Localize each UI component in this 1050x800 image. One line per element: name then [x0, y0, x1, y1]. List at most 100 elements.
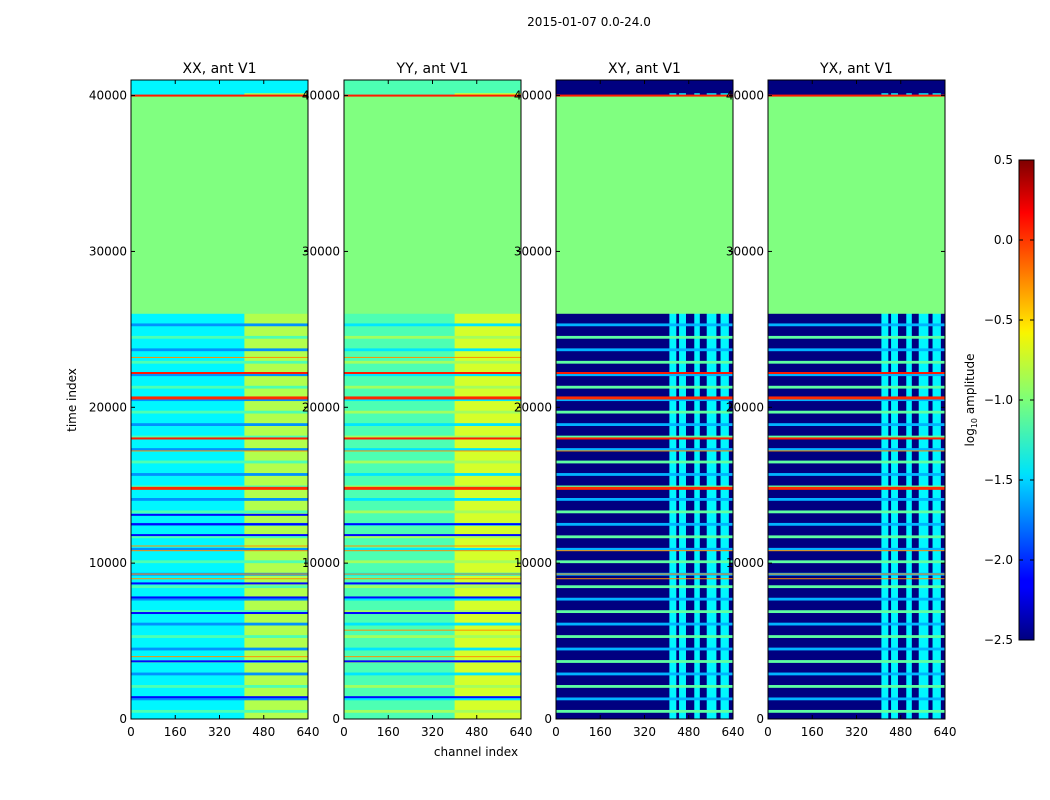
colorbar-label: log10 amplitude	[963, 354, 979, 447]
thin-row	[131, 356, 308, 358]
time-stripe	[344, 510, 521, 514]
time-stripe	[344, 622, 521, 626]
colorbar-tick-label: −0.5	[984, 313, 1013, 327]
time-stripe	[768, 685, 945, 688]
orange-row	[344, 94, 521, 97]
time-stripe	[344, 597, 521, 601]
time-stripe	[768, 423, 945, 426]
orange-row	[768, 372, 945, 375]
thin-row	[344, 573, 521, 575]
time-stripe	[768, 448, 945, 451]
dark-row	[131, 696, 308, 699]
time-stripe	[556, 560, 733, 564]
time-stripe	[131, 460, 308, 464]
time-stripe	[768, 535, 945, 539]
flagged-block	[131, 95, 308, 314]
panel-2: YY, ant V1 0 160 320 480 640 0 10000 20000 30000 4…	[302, 61, 533, 739]
strong-row	[131, 396, 308, 400]
time-stripe	[131, 385, 308, 389]
time-stripe	[556, 635, 733, 638]
time-stripe	[768, 547, 945, 551]
colorbar: 0.5 0.0 −0.5 −1.0 −1.5 −2.0 −2.5 log10 amplitu…	[963, 153, 1035, 647]
time-stripe	[131, 398, 308, 402]
orange-row	[556, 372, 733, 375]
time-stripe	[131, 423, 308, 426]
time-stripe	[344, 647, 521, 651]
time-stripe	[131, 510, 308, 514]
colorbar-tick-label: −2.5	[984, 633, 1013, 647]
time-stripe	[344, 398, 521, 402]
time-stripe	[131, 597, 308, 601]
time-stripe	[344, 373, 521, 377]
time-stripe	[768, 323, 945, 327]
dark-row	[131, 660, 308, 663]
time-stripe	[768, 622, 945, 626]
strong-row	[768, 396, 945, 400]
strong-row	[131, 486, 308, 490]
time-stripe	[768, 635, 945, 638]
time-stripe	[131, 323, 308, 327]
time-stripe	[768, 522, 945, 526]
x-tick-label: 480	[677, 725, 700, 739]
time-stripe	[131, 709, 308, 713]
time-stripe	[556, 622, 733, 626]
time-stripe	[344, 672, 521, 676]
time-stripe	[344, 385, 521, 389]
time-stripe	[768, 610, 945, 614]
time-stripe	[556, 323, 733, 327]
time-stripe	[344, 435, 521, 439]
y-tick-label: 40000	[302, 89, 340, 103]
colorbar-ticks: 0.5 0.0 −0.5 −1.0 −1.5 −2.0 −2.5	[984, 153, 1034, 647]
y-tick-label: 0	[544, 712, 552, 726]
x-tick-label: 480	[889, 725, 912, 739]
thin-row	[131, 550, 308, 552]
y-tick-label: 40000	[514, 89, 552, 103]
time-stripe	[131, 435, 308, 439]
time-stripe	[131, 635, 308, 638]
time-stripe	[556, 448, 733, 451]
strong-row	[768, 486, 945, 490]
time-stripe	[344, 497, 521, 501]
time-stripe	[556, 373, 733, 377]
thin-row	[131, 578, 308, 580]
time-stripe	[556, 685, 733, 688]
time-stripe	[556, 473, 733, 476]
time-stripe	[344, 323, 521, 327]
x-tick-label: 320	[633, 725, 656, 739]
time-stripe	[131, 335, 308, 339]
dark-row	[344, 582, 521, 585]
x-tick-label: 320	[421, 725, 444, 739]
dark-row	[131, 523, 308, 526]
y-tick-label: 20000	[302, 400, 340, 414]
thin-row	[344, 656, 521, 658]
colorbar-label-rest: amplitude	[963, 354, 977, 418]
time-stripe	[131, 685, 308, 688]
dark-row	[344, 523, 521, 526]
y-tick-label: 30000	[726, 244, 764, 258]
thin-row	[768, 578, 945, 580]
y-tick-label: 40000	[89, 89, 127, 103]
time-stripe	[344, 423, 521, 426]
x-tick-label: 640	[722, 725, 745, 739]
y-tick-label: 10000	[302, 556, 340, 570]
flagged-block	[556, 95, 733, 314]
time-stripe	[344, 685, 521, 688]
time-stripe	[131, 348, 308, 352]
strong-row	[556, 486, 733, 490]
time-stripe	[768, 497, 945, 501]
time-stripe	[768, 585, 945, 589]
time-stripe	[131, 610, 308, 614]
time-stripe	[344, 348, 521, 352]
time-stripe	[768, 460, 945, 464]
figure-title: 2015-01-07 0.0-24.0	[527, 15, 651, 29]
y-tick-label: 20000	[514, 400, 552, 414]
orange-row	[131, 437, 308, 440]
time-stripe	[768, 373, 945, 377]
thin-row	[768, 573, 945, 575]
y-tick-label: 30000	[514, 244, 552, 258]
time-stripe	[768, 697, 945, 701]
thin-row	[556, 573, 733, 575]
x-tick-label: 0	[764, 725, 772, 739]
panel-image	[344, 80, 521, 719]
